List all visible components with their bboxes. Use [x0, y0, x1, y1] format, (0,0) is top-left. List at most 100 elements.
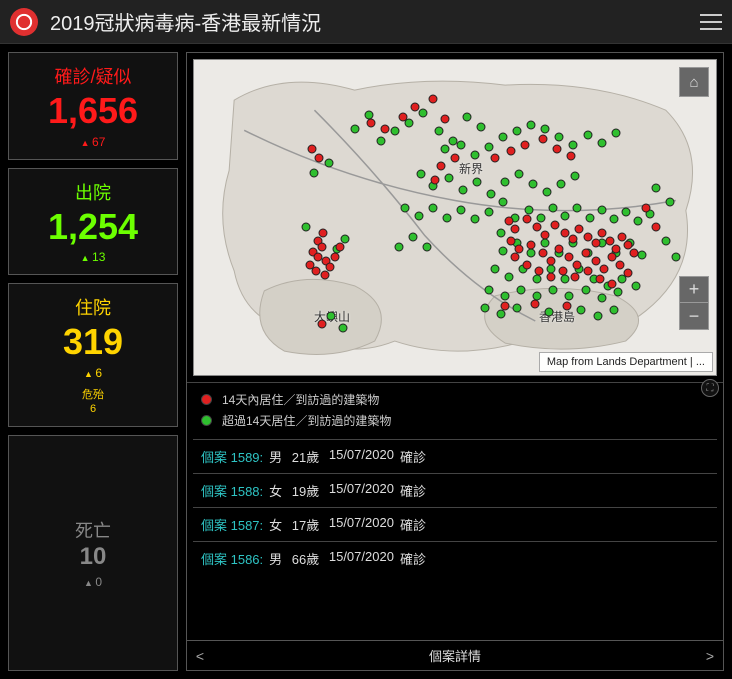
map-green-dot[interactable] — [422, 243, 431, 252]
map-red-dot[interactable] — [511, 225, 520, 234]
map-green-dot[interactable] — [597, 205, 606, 214]
map-green-dot[interactable] — [302, 223, 311, 232]
map-green-dot[interactable] — [487, 189, 496, 198]
map-green-dot[interactable] — [491, 264, 500, 273]
map-green-dot[interactable] — [543, 187, 552, 196]
map-green-dot[interactable] — [561, 211, 570, 220]
map-red-dot[interactable] — [591, 239, 600, 248]
map-green-dot[interactable] — [561, 274, 570, 283]
map-green-dot[interactable] — [485, 142, 494, 151]
map-green-dot[interactable] — [609, 215, 618, 224]
map-green-dot[interactable] — [569, 140, 578, 149]
map-green-dot[interactable] — [324, 159, 333, 168]
map-red-dot[interactable] — [318, 243, 327, 252]
map-green-dot[interactable] — [513, 126, 522, 135]
map-green-dot[interactable] — [661, 237, 670, 246]
map-green-dot[interactable] — [527, 248, 536, 257]
map-green-dot[interactable] — [473, 178, 482, 187]
map-green-dot[interactable] — [414, 211, 423, 220]
map-green-dot[interactable] — [557, 180, 566, 189]
map-green-dot[interactable] — [497, 309, 506, 318]
map-red-dot[interactable] — [607, 280, 616, 289]
map-red-dot[interactable] — [366, 119, 375, 128]
map-red-dot[interactable] — [491, 154, 500, 163]
case-row[interactable]: 個案 1587:女 17歲 15/07/2020確診 — [193, 507, 717, 541]
map-green-dot[interactable] — [517, 286, 526, 295]
confirmed-card[interactable]: 確診/疑似 1,656 67 — [8, 52, 178, 160]
map-green-dot[interactable] — [597, 294, 606, 303]
map-red-dot[interactable] — [567, 152, 576, 161]
map-red-dot[interactable] — [531, 300, 540, 309]
map-red-dot[interactable] — [535, 266, 544, 275]
map-green-dot[interactable] — [651, 183, 660, 192]
map-green-dot[interactable] — [400, 203, 409, 212]
map-red-dot[interactable] — [440, 115, 449, 124]
map-green-dot[interactable] — [637, 250, 646, 259]
map-red-dot[interactable] — [410, 103, 419, 112]
map-red-dot[interactable] — [398, 113, 407, 122]
map-green-dot[interactable] — [583, 130, 592, 139]
map-red-dot[interactable] — [599, 264, 608, 273]
map-red-dot[interactable] — [565, 252, 574, 261]
map-green-dot[interactable] — [577, 306, 586, 315]
map-red-dot[interactable] — [559, 266, 568, 275]
map-green-dot[interactable] — [631, 282, 640, 291]
zoom-in-button[interactable]: + — [680, 277, 708, 303]
map-green-dot[interactable] — [549, 286, 558, 295]
map-green-dot[interactable] — [573, 203, 582, 212]
case-row[interactable]: 個案 1586:男 66歲 15/07/2020確診 — [193, 541, 717, 575]
map-green-dot[interactable] — [541, 239, 550, 248]
map-green-dot[interactable] — [408, 233, 417, 242]
map-red-dot[interactable] — [523, 215, 532, 224]
map-red-dot[interactable] — [507, 237, 516, 246]
map-red-dot[interactable] — [597, 229, 606, 238]
map-green-dot[interactable] — [593, 311, 602, 320]
map-red-dot[interactable] — [318, 319, 327, 328]
map-red-dot[interactable] — [533, 223, 542, 232]
map-red-dot[interactable] — [629, 248, 638, 257]
map-red-dot[interactable] — [436, 162, 445, 171]
map-red-dot[interactable] — [607, 252, 616, 261]
menu-icon[interactable] — [700, 14, 722, 30]
map-red-dot[interactable] — [451, 154, 460, 163]
hospitalized-card[interactable]: 住院 319 6 危殆 6 — [8, 283, 178, 427]
map-red-dot[interactable] — [547, 272, 556, 281]
map-red-dot[interactable] — [527, 241, 536, 250]
map-green-dot[interactable] — [442, 213, 451, 222]
map-red-dot[interactable] — [641, 203, 650, 212]
map-green-dot[interactable] — [565, 292, 574, 301]
map-green-dot[interactable] — [505, 272, 514, 281]
map[interactable]: 新界 大嶼山 香港島 — [193, 59, 717, 376]
map-green-dot[interactable] — [471, 150, 480, 159]
map-red-dot[interactable] — [430, 176, 439, 185]
death-card[interactable]: 死亡 10 0 — [8, 435, 178, 671]
map-green-dot[interactable] — [597, 138, 606, 147]
map-green-dot[interactable] — [671, 252, 680, 261]
map-red-dot[interactable] — [315, 154, 324, 163]
map-green-dot[interactable] — [533, 274, 542, 283]
map-green-dot[interactable] — [416, 170, 425, 179]
map-green-dot[interactable] — [499, 246, 508, 255]
discharged-card[interactable]: 出院 1,254 13 — [8, 168, 178, 276]
map-red-dot[interactable] — [380, 124, 389, 133]
map-green-dot[interactable] — [497, 229, 506, 238]
map-red-dot[interactable] — [583, 266, 592, 275]
map-green-dot[interactable] — [537, 213, 546, 222]
map-green-dot[interactable] — [545, 308, 554, 317]
map-red-dot[interactable] — [569, 235, 578, 244]
map-green-dot[interactable] — [499, 197, 508, 206]
case-row[interactable]: 個案 1589:男 21歲 15/07/2020確診 — [193, 439, 717, 473]
map-green-dot[interactable] — [549, 203, 558, 212]
map-red-dot[interactable] — [308, 144, 317, 153]
map-green-dot[interactable] — [376, 136, 385, 145]
map-green-dot[interactable] — [434, 126, 443, 135]
map-green-dot[interactable] — [611, 128, 620, 137]
map-green-dot[interactable] — [581, 286, 590, 295]
map-red-dot[interactable] — [541, 231, 550, 240]
map-red-dot[interactable] — [563, 302, 572, 311]
map-green-dot[interactable] — [633, 217, 642, 226]
map-green-dot[interactable] — [440, 144, 449, 153]
map-red-dot[interactable] — [553, 144, 562, 153]
map-green-dot[interactable] — [459, 185, 468, 194]
map-green-dot[interactable] — [621, 207, 630, 216]
